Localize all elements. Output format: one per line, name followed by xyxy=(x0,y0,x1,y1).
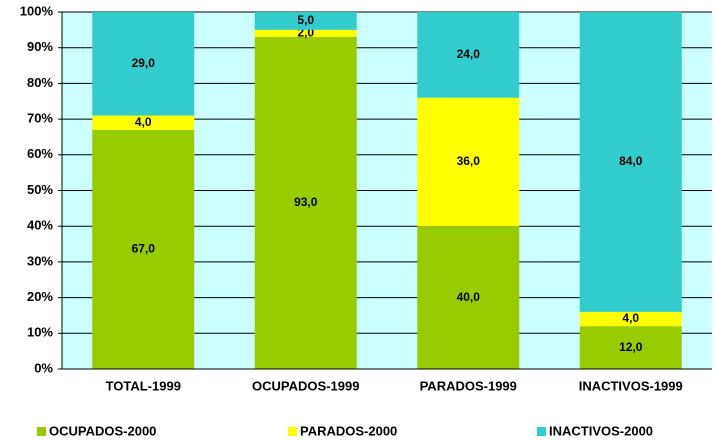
bar-segment xyxy=(579,12,682,312)
value-label: 12,0 xyxy=(619,340,643,354)
legend-label: INACTIVOS-2000 xyxy=(549,423,653,438)
value-label: 93,0 xyxy=(294,195,318,209)
x-tick-label: TOTAL-1999 xyxy=(106,378,181,393)
bar-segment xyxy=(417,97,520,227)
value-label: 4,0 xyxy=(622,311,639,325)
y-tick-label: 20% xyxy=(27,289,53,304)
value-label: 5,0 xyxy=(297,13,314,27)
value-label: 4,0 xyxy=(135,115,152,129)
legend-label: PARADOS-2000 xyxy=(300,423,397,438)
y-tick-label: 30% xyxy=(27,253,53,268)
bar-segment xyxy=(417,226,520,369)
value-label: 67,0 xyxy=(132,242,156,256)
x-tick-label: OCUPADOS-1999 xyxy=(252,378,359,393)
legend-swatch xyxy=(37,427,46,436)
legend-swatch xyxy=(288,427,297,436)
bar-segment xyxy=(254,29,357,37)
legend-label: OCUPADOS-2000 xyxy=(49,423,156,438)
x-tick-label: INACTIVOS-1999 xyxy=(579,378,683,393)
y-tick-label: 50% xyxy=(27,182,53,197)
y-tick-label: 70% xyxy=(27,111,53,126)
y-tick-label: 10% xyxy=(27,325,53,340)
y-tick-label: 90% xyxy=(27,39,53,54)
bar-segment xyxy=(92,12,195,116)
bar-segment xyxy=(92,115,195,130)
y-tick-label: 80% xyxy=(27,75,53,90)
y-tick-label: 100% xyxy=(20,3,54,18)
y-tick-label: 60% xyxy=(27,146,53,161)
value-label: 84,0 xyxy=(619,154,643,168)
value-label: 40,0 xyxy=(457,290,481,304)
bar-segment xyxy=(92,129,195,369)
x-tick-label: PARADOS-1999 xyxy=(420,378,517,393)
y-tick-label: 0% xyxy=(34,360,53,375)
legend-swatch xyxy=(537,427,546,436)
bar-segment xyxy=(417,12,520,98)
y-tick-label: 40% xyxy=(27,218,53,233)
value-label: 29,0 xyxy=(132,56,156,70)
value-label: 36,0 xyxy=(457,154,481,168)
bar-segment xyxy=(579,311,682,327)
bar-segment xyxy=(254,36,357,370)
bar-segment xyxy=(254,12,357,30)
value-label: 24,0 xyxy=(457,47,481,61)
bar-segment xyxy=(579,326,682,369)
